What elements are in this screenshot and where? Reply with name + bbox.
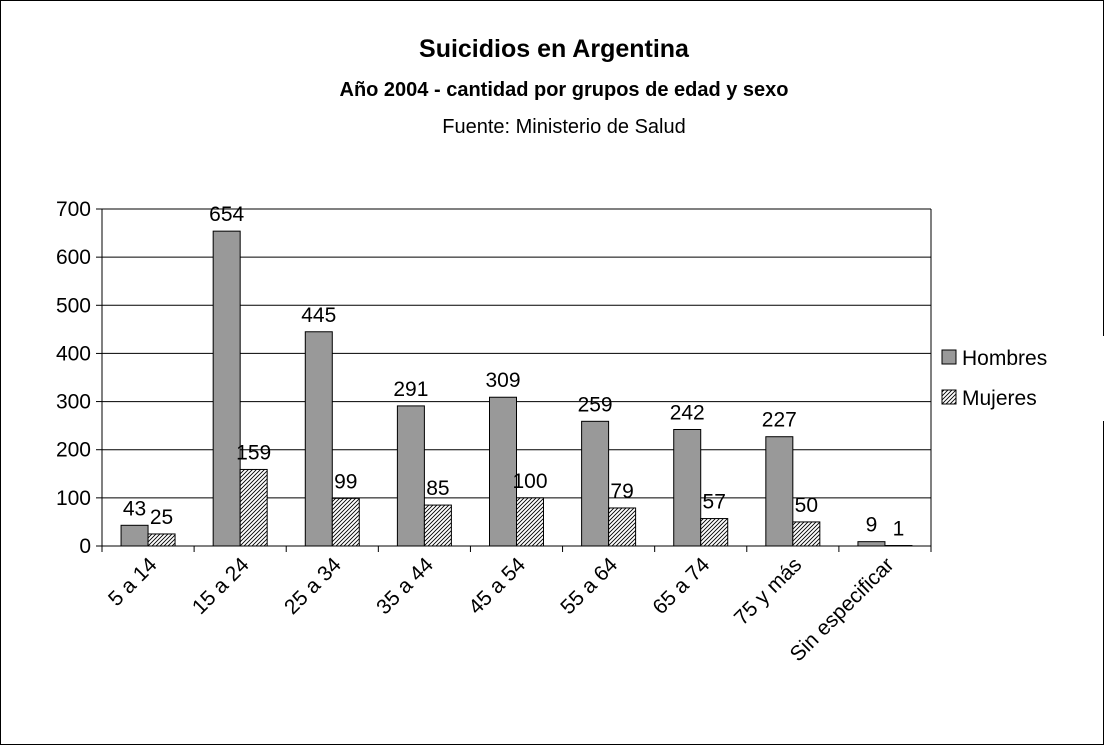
y-tick-label: 600 [56,246,91,269]
bar-hombres-0 [121,525,148,546]
data-label-hombres-1: 654 [209,203,244,226]
bar-mujeres-3 [424,505,451,546]
y-tick-label: 500 [56,294,91,317]
x-category-label: 65 a 74 [648,553,714,619]
data-label-hombres-2: 445 [301,304,336,327]
x-category-label: 55 a 64 [556,553,622,619]
x-category-label: 5 a 14 [104,553,162,611]
bar-hombres-3 [397,406,424,546]
bar-mujeres-4 [517,498,544,546]
x-category-label: 75 y más [730,553,807,630]
data-label-mujeres-1: 159 [236,441,271,464]
bar-mujeres-5 [609,508,636,546]
data-label-hombres-3: 291 [393,378,428,401]
bar-hombres-8 [858,542,885,546]
data-label-hombres-5: 259 [578,393,613,416]
y-tick-label: 700 [56,198,91,221]
bar-hombres-5 [582,421,609,546]
data-label-hombres-6: 242 [670,401,705,424]
data-label-mujeres-5: 79 [610,480,633,503]
legend-swatch-mujeres [942,390,956,404]
bar-mujeres-6 [701,519,728,546]
y-tick-label: 200 [56,439,91,462]
bar-hombres-6 [674,429,701,546]
data-label-mujeres-7: 50 [795,494,818,517]
data-label-mujeres-4: 100 [512,470,547,493]
chart-source: Fuente: Ministerio de Salud [442,116,685,138]
x-category-label: 35 a 44 [372,553,438,619]
bar-mujeres-1 [240,469,267,546]
legend: Hombres Mujeres [936,336,1104,421]
y-tick-label: 0 [79,535,91,558]
data-label-hombres-8: 9 [866,514,878,537]
data-label-mujeres-0: 25 [150,506,173,529]
x-category-label: 25 a 34 [280,553,346,619]
data-label-mujeres-8: 1 [893,518,905,541]
bar-hombres-2 [305,332,332,546]
bar-mujeres-0 [148,534,175,546]
bar-mujeres-2 [332,498,359,546]
legend-label-hombres: Hombres [962,347,1047,370]
bar-hombres-7 [766,437,793,546]
y-tick-label: 300 [56,391,91,414]
data-label-mujeres-2: 99 [334,470,357,493]
data-label-mujeres-6: 57 [703,491,726,514]
data-label-hombres-0: 43 [123,497,146,520]
chart-subtitle: Año 2004 - cantidad por grupos de edad y… [340,79,789,101]
data-label-hombres-4: 309 [485,369,520,392]
x-category-label: 15 a 24 [188,553,254,619]
bar-hombres-1 [213,231,240,546]
bar-mujeres-7 [793,522,820,546]
chart-title: Suicidios en Argentina [419,35,690,63]
legend-swatch-hombres [942,350,956,364]
y-tick-label: 400 [56,342,91,365]
x-category-label: 45 a 54 [464,553,530,619]
legend-label-mujeres: Mujeres [962,387,1037,410]
y-tick-label: 100 [56,487,91,510]
data-label-hombres-7: 227 [762,409,797,432]
data-label-mujeres-3: 85 [426,477,449,500]
